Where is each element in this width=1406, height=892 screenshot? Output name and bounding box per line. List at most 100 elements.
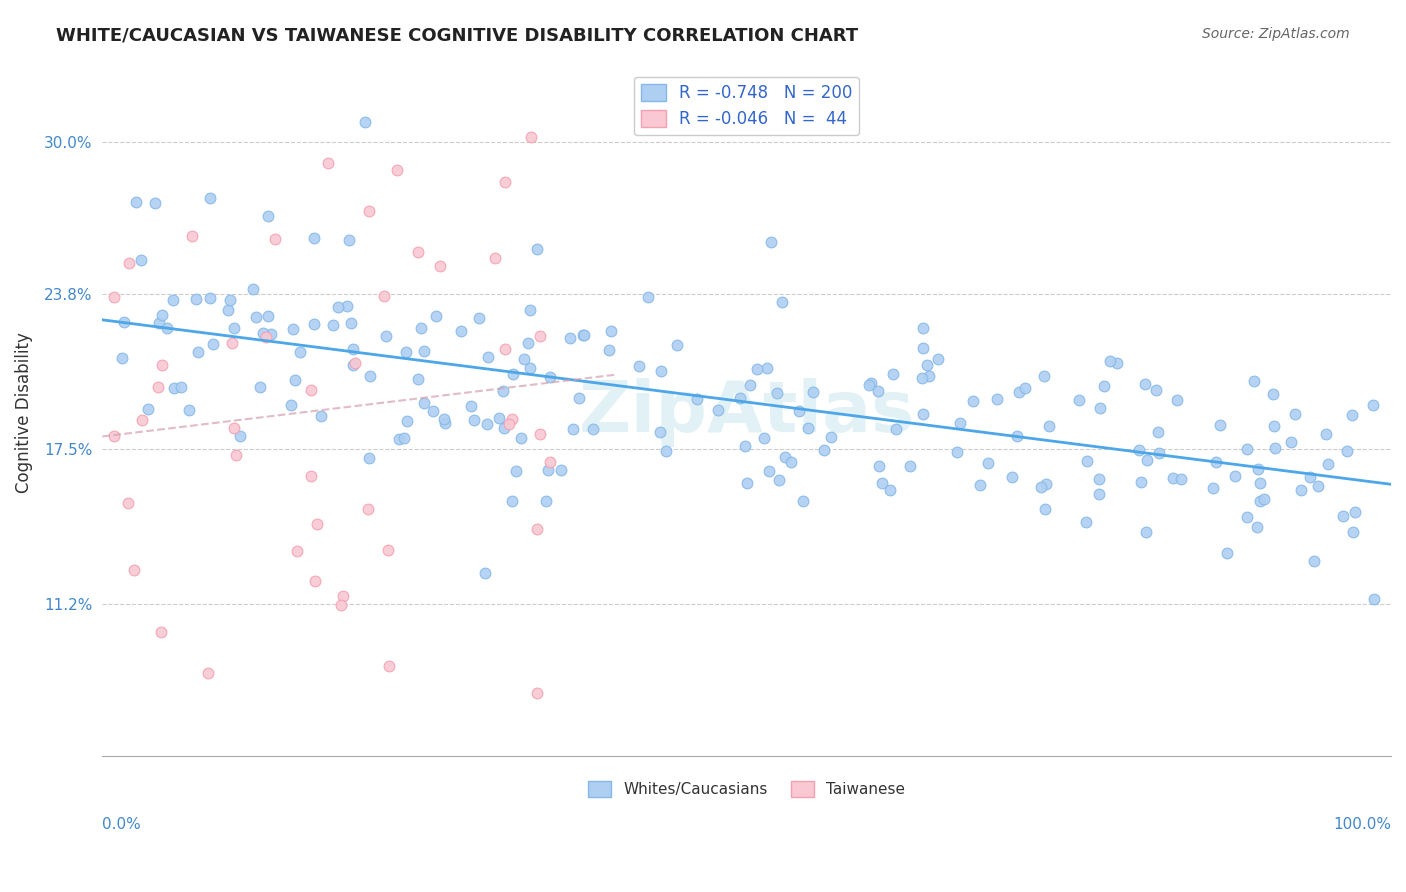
Point: [529, 329, 551, 343]
Point: [112, 315, 135, 329]
Point: [357, 451, 380, 466]
Point: [1128, 442, 1150, 457]
Point: [706, 402, 728, 417]
Point: [505, 464, 527, 478]
Point: [460, 400, 482, 414]
Point: [866, 384, 889, 398]
Point: [425, 309, 447, 323]
Point: [257, 209, 280, 223]
Point: [738, 377, 761, 392]
Point: [1216, 546, 1239, 560]
Point: [813, 443, 835, 458]
Point: [1014, 380, 1036, 394]
Point: [467, 310, 489, 325]
Point: [859, 376, 882, 391]
Point: [187, 345, 209, 359]
Point: [787, 404, 810, 418]
Point: [1317, 457, 1340, 471]
Point: [796, 421, 818, 435]
Point: [1129, 475, 1152, 489]
Point: [392, 431, 415, 445]
Point: [561, 422, 583, 436]
Point: [915, 358, 938, 372]
Point: [299, 468, 322, 483]
Point: [529, 427, 551, 442]
Point: [150, 624, 173, 639]
Point: [1033, 368, 1056, 383]
Point: [1135, 377, 1157, 392]
Legend: Whites/Caucasians, Taiwanese: Whites/Caucasians, Taiwanese: [582, 775, 911, 804]
Point: [1302, 554, 1324, 568]
Point: [526, 686, 548, 700]
Point: [408, 372, 430, 386]
Point: [1264, 441, 1286, 455]
Point: [342, 359, 364, 373]
Point: [332, 590, 354, 604]
Point: [284, 373, 307, 387]
Point: [396, 414, 419, 428]
Point: [170, 380, 193, 394]
Point: [304, 231, 326, 245]
Point: [264, 232, 287, 246]
Point: [1092, 378, 1115, 392]
Point: [162, 293, 184, 307]
Point: [125, 195, 148, 210]
Point: [884, 422, 907, 436]
Point: [501, 494, 523, 508]
Point: [103, 429, 125, 443]
Point: [245, 310, 267, 324]
Point: [519, 302, 541, 317]
Point: [475, 417, 498, 431]
Point: [222, 320, 245, 334]
Point: [1166, 393, 1188, 408]
Point: [650, 364, 672, 378]
Point: [186, 292, 208, 306]
Point: [1135, 453, 1157, 467]
Point: [773, 450, 796, 464]
Point: [1161, 471, 1184, 485]
Point: [1315, 427, 1337, 442]
Point: [502, 367, 524, 381]
Point: [477, 350, 499, 364]
Point: [752, 431, 775, 445]
Point: [537, 463, 560, 477]
Point: [463, 413, 485, 427]
Point: [221, 336, 243, 351]
Point: [260, 327, 283, 342]
Point: [412, 344, 434, 359]
Point: [917, 369, 939, 384]
Point: [256, 309, 278, 323]
Point: [103, 290, 125, 304]
Point: [882, 368, 904, 382]
Point: [340, 316, 363, 330]
Point: [870, 475, 893, 490]
Point: [1170, 472, 1192, 486]
Point: [1243, 374, 1265, 388]
Point: [1263, 418, 1285, 433]
Point: [526, 242, 548, 256]
Point: [1247, 462, 1270, 476]
Point: [986, 392, 1008, 406]
Point: [337, 234, 360, 248]
Point: [538, 455, 561, 469]
Point: [1249, 475, 1271, 490]
Point: [302, 317, 325, 331]
Point: [1038, 418, 1060, 433]
Point: [1236, 442, 1258, 456]
Point: [148, 380, 170, 394]
Point: [198, 291, 221, 305]
Point: [494, 175, 516, 189]
Point: [912, 321, 935, 335]
Point: [1291, 483, 1313, 498]
Point: [1069, 392, 1091, 407]
Point: [316, 155, 339, 169]
Point: [200, 191, 222, 205]
Point: [1090, 401, 1112, 415]
Point: [254, 330, 277, 344]
Point: [1088, 487, 1111, 501]
Point: [148, 316, 170, 330]
Point: [111, 351, 134, 365]
Point: [1147, 446, 1170, 460]
Point: [252, 326, 274, 340]
Point: [949, 416, 972, 430]
